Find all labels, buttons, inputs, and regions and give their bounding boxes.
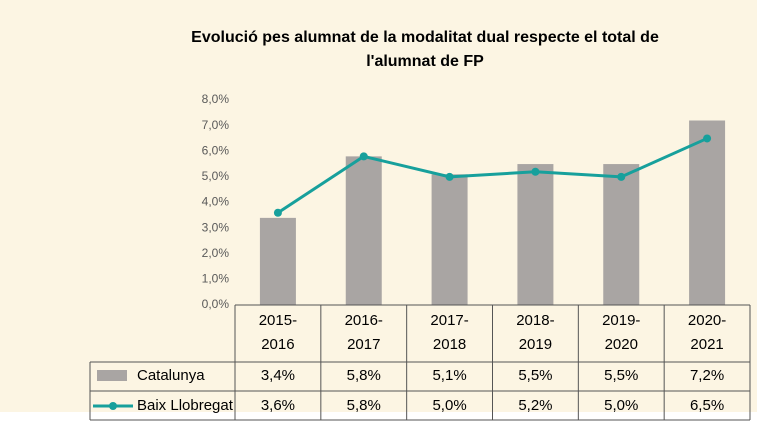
- legend-label: Catalunya: [137, 367, 205, 384]
- y-tick-label: 4,0%: [202, 195, 230, 209]
- legend-swatch: [97, 370, 127, 381]
- line-point: [531, 167, 540, 176]
- line-point: [703, 134, 712, 143]
- data-label: 5,0%: [604, 397, 638, 414]
- data-label: 7,2%: [690, 367, 724, 384]
- bar: [603, 164, 640, 305]
- x-tick-label: 2015-2016: [259, 312, 297, 353]
- line-point: [445, 172, 454, 181]
- data-label: 5,0%: [432, 397, 466, 414]
- y-tick-label: 8,0%: [202, 92, 230, 106]
- data-label: 5,8%: [347, 397, 381, 414]
- data-label: 5,1%: [432, 367, 466, 384]
- x-tick-label: 2017-2018: [430, 312, 468, 353]
- y-tick-label: 2,0%: [202, 246, 230, 260]
- bar: [689, 120, 726, 305]
- x-tick-label: 2020-2021: [688, 312, 726, 353]
- y-tick-label: 6,0%: [202, 143, 230, 157]
- y-tick-label: 3,0%: [202, 220, 230, 234]
- y-tick-label: 7,0%: [202, 118, 230, 132]
- line: [277, 137, 708, 215]
- y-tick-label: 5,0%: [202, 169, 230, 183]
- legend-label: Baix Llobregat: [137, 397, 234, 414]
- chart-title: Evolució pes alumnat de la modalitat dua…: [191, 29, 659, 70]
- data-label: 5,2%: [518, 397, 552, 414]
- y-tick-label: 0,0%: [202, 297, 230, 311]
- line-point: [617, 172, 626, 181]
- data-label: 5,5%: [518, 367, 552, 384]
- bar: [259, 217, 296, 305]
- x-tick-label: 2016-2017: [345, 312, 383, 353]
- data-label: 3,6%: [261, 397, 295, 414]
- line-point: [273, 208, 282, 217]
- x-tick-label: 2018-2019: [516, 312, 554, 353]
- y-tick-label: 1,0%: [202, 272, 230, 286]
- data-label: 5,8%: [347, 367, 381, 384]
- data-label: 6,5%: [690, 397, 724, 414]
- bar: [345, 156, 382, 305]
- line-point: [359, 152, 368, 161]
- data-label: 3,4%: [261, 367, 295, 384]
- data-label: 5,5%: [604, 367, 638, 384]
- bar: [431, 174, 468, 305]
- x-tick-label: 2019-2020: [602, 312, 640, 353]
- legend-swatch: [109, 402, 117, 410]
- bar: [517, 164, 554, 305]
